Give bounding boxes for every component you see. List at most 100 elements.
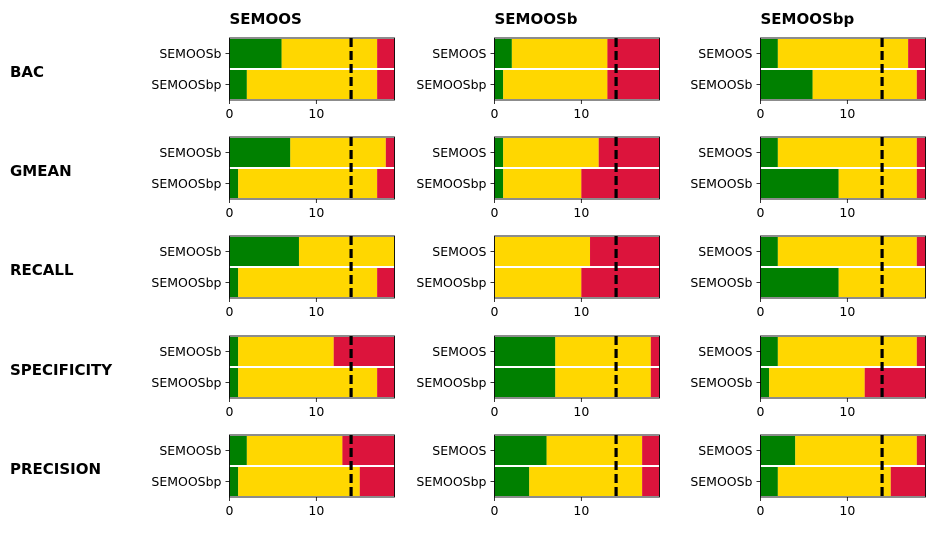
bar-segment-win — [229, 368, 239, 397]
x-tick-label: 10 — [839, 106, 855, 121]
y-tick-label: SEMOOSb — [159, 443, 221, 458]
bar-segment-tie — [238, 268, 378, 297]
axes-frame — [229, 335, 395, 399]
bar-segment-tie — [238, 169, 378, 198]
y-tick-label: SEMOOSb — [159, 145, 221, 160]
row-label-gmean: GMEAN — [10, 162, 72, 180]
bar-segment-loss — [377, 368, 395, 397]
y-tick-label: SEMOOSb — [159, 244, 221, 259]
column-title-semoos: SEMOOS — [230, 10, 302, 28]
panel-specificity-vs-semoosbp: SEMOOS SEMOOSb 0 10 — [690, 335, 926, 419]
bar-segment-tie — [795, 436, 917, 465]
bar-segment-loss — [377, 169, 395, 198]
x-tick-label: 10 — [573, 205, 589, 220]
bar-segment-win — [494, 436, 547, 465]
bar-segment-loss — [916, 337, 926, 366]
axes-frame — [760, 434, 926, 498]
panel-precision-vs-semoos: SEMOOSb SEMOOSbp 0 10 — [151, 434, 395, 518]
bar-segment-tie — [281, 39, 378, 68]
bar-segment-loss — [916, 138, 926, 167]
bar-segment-tie — [238, 467, 360, 496]
axes-frame — [229, 434, 395, 498]
bar-segment-tie — [238, 368, 378, 397]
bar-segment-loss — [590, 237, 660, 266]
panel-recall-vs-semoos: SEMOOSb SEMOOSbp 0 10 — [151, 235, 395, 319]
bar-segment-loss — [359, 467, 395, 496]
bar-segment-win — [229, 70, 247, 99]
bar-segment-win — [760, 169, 839, 198]
bar-segment-loss — [377, 39, 395, 68]
y-tick-label: SEMOOS — [698, 443, 752, 458]
bar-segment-tie — [555, 337, 651, 366]
x-tick-label: 10 — [839, 304, 855, 319]
panel-bac-vs-semoosbp: SEMOOS SEMOOSb 0 10 — [690, 37, 926, 121]
bar-segment-loss — [650, 337, 660, 366]
bar-segment-win — [229, 39, 282, 68]
panel-bac-vs-semoos: SEMOOSb SEMOOSbp 0 10 — [151, 37, 395, 121]
axes-frame — [229, 37, 395, 101]
x-tick-label: 10 — [308, 503, 324, 518]
y-tick-label: SEMOOSb — [159, 46, 221, 61]
x-tick-label: 0 — [226, 205, 234, 220]
bar-segment-tie — [769, 368, 865, 397]
panel-gmean-vs-semoosbp: SEMOOS SEMOOSb 0 10 — [690, 136, 926, 220]
y-tick-label: SEMOOSb — [690, 77, 752, 92]
panel-precision-vs-semoosbp: SEMOOS SEMOOSb 0 10 — [690, 434, 926, 518]
bar-segment-win — [494, 169, 504, 198]
panel-gmean-vs-semoosb: SEMOOS SEMOOSbp 0 10 — [416, 136, 660, 220]
x-tick-label: 0 — [757, 205, 765, 220]
bar-segment-loss — [908, 39, 926, 68]
y-tick-label: SEMOOSb — [159, 344, 221, 359]
bar-segment-win — [760, 138, 778, 167]
panel-recall-vs-semoosb: SEMOOS SEMOOSbp 0 10 — [416, 235, 660, 319]
axes-frame — [229, 136, 395, 200]
row-label-recall: RECALL — [10, 261, 74, 279]
x-tick-label: 0 — [491, 503, 499, 518]
y-tick-label: SEMOOSb — [690, 275, 752, 290]
axes-frame — [760, 235, 926, 299]
panel-bac-vs-semoosb: SEMOOS SEMOOSbp 0 10 — [416, 37, 660, 121]
y-tick-label: SEMOOS — [698, 145, 752, 160]
x-tick-label: 10 — [573, 404, 589, 419]
y-tick-label: SEMOOSbp — [151, 275, 221, 290]
x-tick-label: 10 — [839, 205, 855, 220]
x-tick-label: 10 — [308, 404, 324, 419]
bar-segment-win — [494, 368, 556, 397]
bar-segment-win — [229, 268, 239, 297]
row-label-precision: PRECISION — [10, 460, 101, 478]
bar-segment-tie — [812, 70, 917, 99]
bar-segment-win — [760, 467, 778, 496]
bar-segment-tie — [298, 237, 395, 266]
y-tick-label: SEMOOS — [432, 145, 486, 160]
column-title-semoosb: SEMOOSb — [495, 10, 578, 28]
y-tick-label: SEMOOS — [432, 344, 486, 359]
bar-segment-win — [760, 337, 778, 366]
axes-frame — [229, 235, 395, 299]
bar-segment-tie — [546, 436, 643, 465]
bar-segment-win — [494, 39, 512, 68]
x-tick-label: 10 — [573, 106, 589, 121]
panel-recall-vs-semoosbp: SEMOOS SEMOOSb 0 10 — [690, 235, 926, 319]
x-tick-label: 10 — [308, 304, 324, 319]
bar-segment-tie — [246, 436, 343, 465]
bar-segment-tie — [246, 70, 378, 99]
bar-segment-tie — [777, 237, 917, 266]
axes-frame — [760, 136, 926, 200]
x-tick-label: 0 — [757, 106, 765, 121]
bar-segment-tie — [777, 138, 917, 167]
bar-segment-tie — [290, 138, 386, 167]
bar-segment-win — [494, 467, 530, 496]
y-tick-label: SEMOOS — [432, 443, 486, 458]
bar-segment-loss — [916, 237, 926, 266]
bar-segment-tie — [555, 368, 651, 397]
bar-segment-loss — [598, 138, 660, 167]
y-tick-label: SEMOOS — [432, 46, 486, 61]
x-tick-label: 0 — [757, 404, 765, 419]
panel-precision-vs-semoosb: SEMOOS SEMOOSbp 0 10 — [416, 434, 660, 518]
bar-segment-win — [229, 467, 239, 496]
x-tick-label: 10 — [839, 404, 855, 419]
x-tick-label: 10 — [308, 106, 324, 121]
axes-frame — [494, 37, 660, 101]
x-tick-label: 0 — [491, 304, 499, 319]
